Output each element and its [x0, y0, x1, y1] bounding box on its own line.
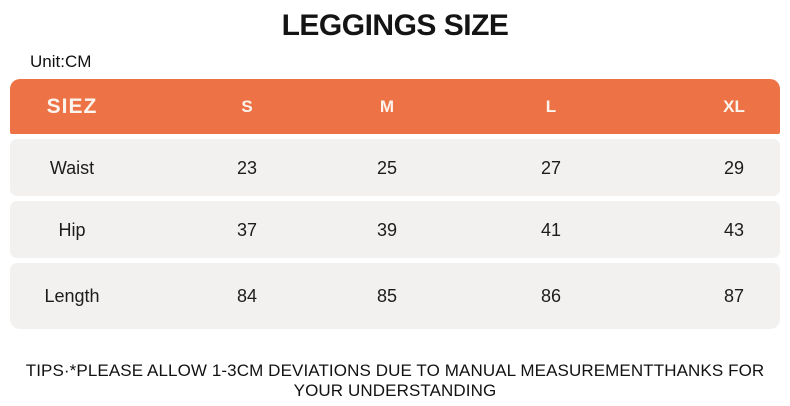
value-cell: 87 [723, 286, 745, 306]
tips-text: TIPS·*PLEASE ALLOW 1-3CM DEVIATIONS DUE … [25, 361, 765, 400]
row-label: Length [44, 286, 100, 306]
value-cell: 41 [540, 219, 562, 240]
value-cell: 84 [236, 286, 258, 306]
table-row-hip: Hip 37 39 41 43 [10, 201, 780, 258]
row-label: Waist [49, 157, 95, 178]
header-cell-s: S [241, 97, 253, 116]
value-cell: 27 [540, 157, 562, 178]
header-cell-l: L [545, 97, 557, 116]
unit-label: Unit:CM [30, 52, 92, 71]
table-row-waist: Waist 23 25 27 29 [10, 139, 780, 196]
header-cell-size: SIEZ [46, 95, 98, 118]
table-row-length: Length 84 85 86 87 [10, 263, 780, 329]
row-label: Hip [58, 219, 86, 240]
size-table: SIEZ S M L XL Waist 23 25 27 29 Hip 37 3… [10, 79, 780, 329]
page-title: LEGGINGS SIZE [281, 9, 509, 42]
value-cell: 23 [236, 157, 258, 178]
value-cell: 25 [376, 157, 398, 178]
header-cell-xl: XL [723, 97, 745, 116]
value-cell: 29 [723, 157, 745, 178]
value-cell: 85 [376, 286, 398, 306]
value-cell: 39 [376, 219, 398, 240]
size-table-header-row: SIEZ S M L XL [10, 79, 780, 134]
value-cell: 37 [236, 219, 258, 240]
header-cell-m: M [379, 97, 395, 116]
value-cell: 43 [723, 219, 745, 240]
value-cell: 86 [540, 286, 562, 306]
